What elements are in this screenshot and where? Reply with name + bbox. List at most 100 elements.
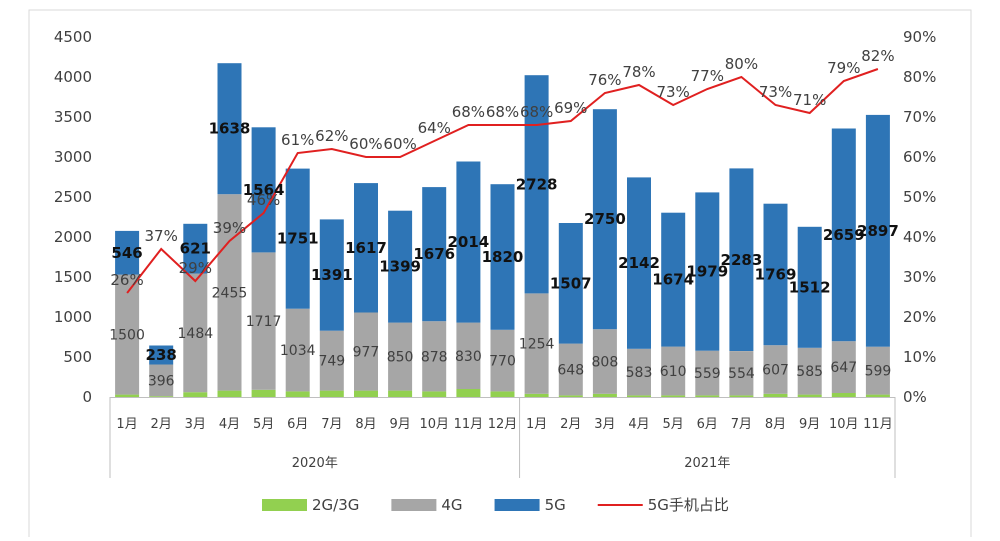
share-line-label: 82% [861, 47, 894, 65]
bar-segment-4g [524, 293, 549, 394]
bar-segment-2g-3g [627, 395, 651, 397]
bar-segment-5g [763, 203, 788, 346]
bar-segment-4g [354, 312, 378, 391]
share-line-label: 46% [247, 191, 280, 209]
data-label-4g: 850 [387, 350, 414, 366]
data-label-5g: 1820 [482, 248, 524, 266]
legend: 2G/3G 4G 5G 5G手机占比 [262, 496, 729, 514]
data-label-4g: 559 [694, 366, 721, 382]
bar-segment-2g-3g [797, 394, 822, 397]
x-tick-label: 8月 [355, 417, 376, 432]
bar-segment-5g [149, 345, 174, 365]
data-label-4g: 1254 [519, 337, 555, 353]
bar-segment-4g [456, 322, 481, 389]
bar-segment-4g [627, 348, 651, 396]
data-label-4g: 1500 [109, 328, 145, 344]
bar-segment-5g [831, 128, 856, 342]
bar-segment-5g [865, 114, 890, 347]
bar-segment-5g [797, 226, 822, 348]
share-line-label: 61% [281, 131, 314, 149]
legend-swatch [262, 499, 307, 511]
bar-segment-2g-3g [388, 390, 413, 397]
data-label-4g: 749 [318, 354, 345, 370]
data-label-5g: 1399 [379, 258, 421, 276]
data-label-4g: 647 [830, 360, 857, 376]
share-line-label: 71% [793, 91, 826, 109]
legend-label: 4G [441, 496, 462, 514]
data-label-5g: 1512 [789, 278, 831, 296]
x-tick-label: 8月 [765, 417, 786, 432]
bar-segment-5g [285, 168, 310, 309]
y-right-tick-label: 40% [903, 228, 936, 246]
y-right-tick-label: 70% [903, 108, 936, 126]
bar-segment-4g [149, 364, 174, 397]
bar-segment-4g [763, 345, 788, 394]
bar-segment-5g [490, 184, 515, 330]
bar-segment-2g-3g [217, 390, 242, 397]
bar-segment-2g-3g [490, 391, 515, 397]
bar-segment-5g [627, 177, 651, 349]
share-line-label: 73% [759, 83, 792, 101]
share-line-label: 78% [622, 63, 655, 81]
data-label-5g: 1751 [277, 230, 319, 248]
x-tick-label: 7月 [321, 417, 342, 432]
data-label-5g: 2897 [857, 222, 899, 240]
x-tick-label: 5月 [663, 417, 684, 432]
bar-segment-2g-3g [149, 396, 174, 397]
bar-segment-5g [354, 183, 378, 313]
bar-segment-4g [729, 351, 754, 396]
bar-segment-5g [558, 223, 583, 344]
axis-ticks: 0 500 1000 1500 2000 2500 3000 3500 4000 4500 0% 10… [54, 28, 937, 406]
bar-segment-5g [115, 230, 140, 275]
x-group-label: 2021年 [684, 456, 730, 471]
data-label-5g: 1676 [413, 245, 455, 263]
bar-segment-5g [695, 192, 720, 351]
data-label-5g: 1564 [243, 181, 285, 199]
bar-segment-2g-3g [285, 391, 310, 397]
share-line-label: 62% [315, 127, 348, 145]
bar-segment-2g-3g [592, 393, 617, 397]
y-left-tick-label: 4500 [54, 28, 92, 46]
share-line-label: 73% [656, 83, 689, 101]
share-line-label: 68% [452, 103, 485, 121]
bar-segment-5g [456, 161, 481, 323]
data-label-5g: 1979 [686, 263, 728, 281]
data-label-5g: 1769 [755, 266, 797, 284]
x-tick-label: 4月 [628, 417, 649, 432]
share-line-label: 77% [691, 67, 724, 85]
data-label-4g: 554 [728, 366, 755, 382]
data-label-5g: 238 [146, 346, 177, 364]
bar-segment-2g-3g [865, 394, 890, 397]
chart-frame [28, 9, 972, 541]
data-label-5g: 2283 [721, 251, 763, 269]
bar-segment-4g [831, 341, 856, 393]
y-left-tick-label: 4000 [54, 68, 92, 86]
share-line-label: 37% [145, 227, 178, 245]
x-tick-label: 9月 [389, 417, 410, 432]
y-left-tick-label: 500 [63, 348, 92, 366]
bar-segment-4g [422, 321, 447, 392]
share-line-label: 69% [554, 99, 587, 117]
bar-segment-4g [217, 194, 242, 391]
share-line-label: 68% [520, 103, 553, 121]
data-label-4g: 830 [455, 349, 482, 365]
x-tick-label: 5月 [253, 417, 274, 432]
y-right-tick-label: 90% [903, 28, 936, 46]
data-label-5g: 1674 [652, 271, 694, 289]
x-tick-label: 3月 [594, 417, 615, 432]
x-tick-label: 11月 [863, 417, 893, 432]
bar-segment-2g-3g [661, 395, 686, 397]
bar-segment-2g-3g [729, 395, 754, 397]
data-label-4g: 607 [762, 363, 789, 379]
y-right-tick-label: 60% [903, 148, 936, 166]
data-label-4g: 610 [660, 364, 687, 380]
x-tick-label: 6月 [287, 417, 308, 432]
share-line-label: 79% [827, 59, 860, 77]
data-label-4g: 583 [626, 365, 653, 381]
share-line-label: 68% [486, 103, 519, 121]
data-label-4g: 648 [557, 363, 584, 379]
bar-segment-4g [661, 346, 686, 396]
data-label-5g: 1638 [209, 120, 251, 138]
